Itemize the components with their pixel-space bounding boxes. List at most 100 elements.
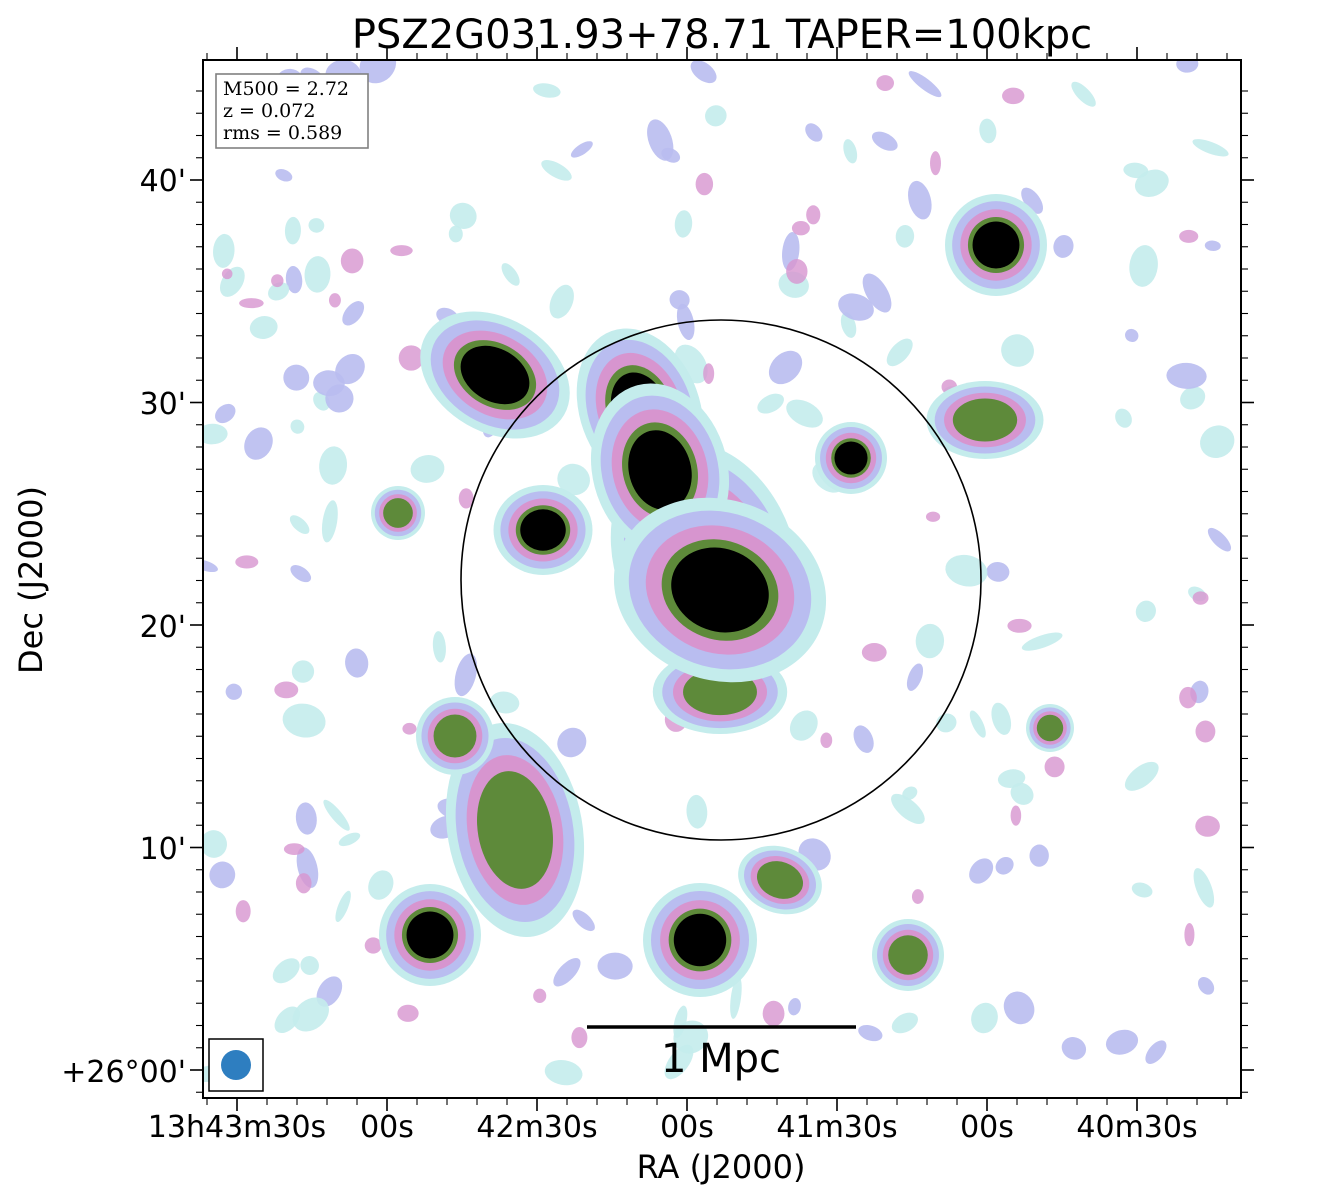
noise-blob <box>895 224 915 248</box>
noise-blob <box>235 555 259 569</box>
noise-blob <box>886 338 913 367</box>
info-redshift: z = 0.072 <box>223 100 315 122</box>
noise-blob <box>308 218 325 233</box>
noise-blob <box>291 660 315 683</box>
noise-blob <box>969 710 986 738</box>
noise-blob <box>209 861 236 889</box>
noise-blob <box>1125 328 1139 343</box>
noise-blob <box>925 511 941 522</box>
noise-blob <box>215 403 236 424</box>
noise-blob <box>891 793 925 825</box>
noise-blob <box>239 298 264 309</box>
noise-blob <box>328 293 341 308</box>
x-tick-label: 41m30s <box>776 1110 897 1145</box>
noise-blob <box>289 515 310 534</box>
source-central-halo <box>628 430 692 510</box>
noise-blob <box>915 623 945 659</box>
noise-blob <box>911 889 924 904</box>
noise-blob <box>1176 60 1199 73</box>
noise-blob <box>432 631 446 663</box>
noise-blob <box>1145 1040 1167 1064</box>
noise-blob <box>757 393 784 414</box>
noise-blob <box>282 703 326 738</box>
noise-blob <box>300 956 319 975</box>
x-tick-labels: 13h43m30s 00s 42m30s 00s 41m30s 00s 40m3… <box>148 1110 1198 1145</box>
source-south-knot <box>756 861 804 899</box>
noise-blob <box>274 681 299 699</box>
radio-emission <box>203 60 1235 1086</box>
source-central-halo <box>671 547 769 633</box>
source-southwest-point <box>406 911 454 959</box>
noise-blob <box>1192 139 1229 157</box>
noise-blob <box>458 488 474 509</box>
noise-blob <box>995 856 1014 875</box>
x-tick-label: 13h43m30s <box>148 1110 326 1145</box>
noise-blob <box>1192 591 1209 605</box>
noise-blob <box>292 997 329 1032</box>
noise-blob <box>283 364 310 391</box>
noise-blob <box>1021 632 1063 651</box>
y-tick-label: 10' <box>140 832 186 867</box>
noise-blob <box>390 245 413 257</box>
noise-blob <box>843 139 858 164</box>
x-tick-label: 00s <box>660 1110 714 1145</box>
noise-blob <box>861 643 887 662</box>
noise-blob <box>673 1005 688 1038</box>
noise-blob <box>271 274 284 288</box>
noise-blob <box>304 256 331 293</box>
noise-blob <box>669 290 690 310</box>
noise-blob <box>203 423 228 445</box>
noise-blob <box>275 169 293 182</box>
noise-blob <box>249 316 278 339</box>
r500-circle <box>460 319 982 841</box>
y-axis-label: Dec (J2000) <box>12 486 50 674</box>
source-southwest-extended <box>477 771 553 889</box>
noise-blob <box>997 769 1026 788</box>
noise-blob <box>762 1000 785 1027</box>
noise-blob <box>295 873 312 894</box>
y-tick-labels: 40' 30' 20' 10' +26°00' <box>61 164 186 1090</box>
noise-blob <box>820 732 833 749</box>
scale-bar-label: 1 Mpc <box>661 1036 781 1082</box>
noise-blob <box>788 998 801 1016</box>
noise-blob <box>533 83 561 98</box>
noise-blob <box>319 446 348 485</box>
x-tick-label: 00s <box>360 1110 414 1145</box>
noise-blob <box>1166 362 1207 389</box>
noise-blob <box>1029 844 1049 867</box>
noise-blob <box>1003 991 1035 1025</box>
noise-blob <box>1179 229 1199 243</box>
noise-blob <box>544 1060 583 1086</box>
noise-blob <box>268 282 290 301</box>
noise-blob <box>549 284 574 319</box>
noise-blob <box>335 890 351 923</box>
x-tick-label: 42m30s <box>476 1110 597 1145</box>
noise-blob <box>730 976 742 1019</box>
noise-blob <box>402 722 417 735</box>
info-box-frame <box>215 73 369 149</box>
noise-blob <box>1001 334 1034 367</box>
noise-blob <box>979 118 997 144</box>
noise-blob <box>789 710 818 741</box>
source-south-center-point <box>673 913 727 967</box>
noise-blob <box>397 1004 419 1022</box>
noise-blob <box>1135 600 1156 622</box>
scale-bar: 1 Mpc <box>587 1025 856 1082</box>
noise-blob <box>533 988 547 1004</box>
plot-area <box>202 59 1242 1099</box>
noise-blob <box>321 500 338 543</box>
axis-ticks <box>190 47 1254 1111</box>
noise-blob <box>1179 686 1197 709</box>
source-northeast-point <box>972 221 1020 269</box>
noise-blob <box>284 216 301 245</box>
noise-blob <box>501 263 520 286</box>
noise-blob <box>1010 782 1034 805</box>
noise-blob <box>295 802 317 835</box>
noise-blob <box>398 345 424 371</box>
info-box: M500 = 2.72 z = 0.072 rms = 0.589 <box>215 73 369 149</box>
noise-blob <box>285 266 303 294</box>
noise-blob <box>335 354 365 385</box>
noise-blob <box>340 248 364 274</box>
noise-blob <box>572 909 595 932</box>
